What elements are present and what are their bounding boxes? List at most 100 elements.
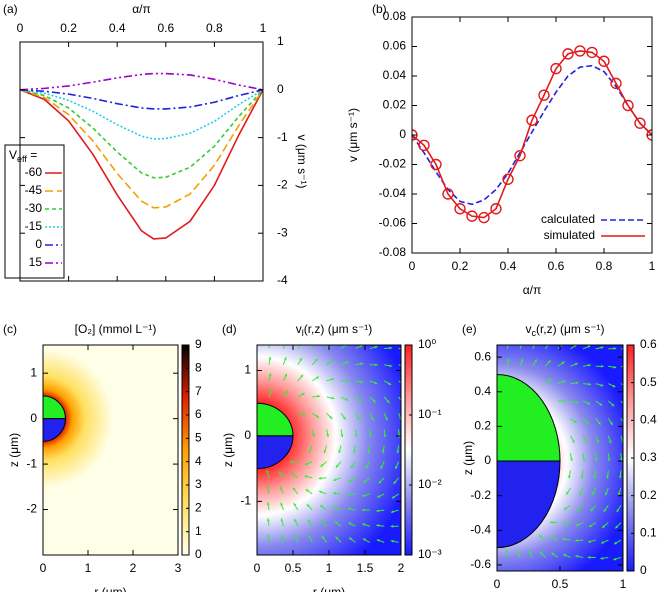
colorbar [405, 345, 412, 555]
y-tick-label: 0.2 [474, 419, 491, 433]
y-axis-label: z (μm) [7, 433, 21, 467]
y-tick-label: 0 [484, 453, 491, 467]
colorbar-tick-label: 9 [195, 337, 202, 351]
x-axis-label: r (μm) [313, 585, 345, 592]
x-tick-label: 1 [85, 561, 92, 575]
y-tick-label: 0.6 [474, 349, 491, 363]
y-tick-label: -0.06 [379, 216, 407, 230]
colorbar-tick-label: 3 [195, 477, 202, 491]
colorbar-tick-label: 4 [195, 454, 202, 468]
x-tick-label: 1.5 [357, 561, 374, 575]
x-tick-label: 0.2 [60, 21, 77, 35]
field-arrowhead [534, 342, 537, 345]
field-arrowhead [624, 404, 627, 407]
colorbar-tick-label: 10⁻¹ [418, 407, 442, 421]
y-tick-label: -3 [277, 225, 288, 239]
y-tick-label: 0.06 [383, 39, 407, 53]
series-line [20, 74, 263, 90]
colorbar-tick-label: 0.2 [640, 488, 657, 502]
y-tick-label: 1 [277, 34, 284, 48]
x-tick-label: 0.8 [596, 259, 613, 273]
y-tick-label: -4 [277, 273, 288, 287]
colorbar-tick-label: 0.5 [640, 375, 657, 389]
y-tick-label: -0.2 [470, 488, 491, 502]
colorbar-tick-label: 5 [195, 431, 202, 445]
x-tick-label: 1 [326, 561, 333, 575]
y-tick-label: -2 [277, 178, 288, 192]
y-tick-label: 0.08 [383, 9, 407, 23]
colorbar-tick-label: 10⁰ [418, 337, 436, 351]
y-tick-label: 0.04 [383, 68, 407, 82]
panel-label: (a) [3, 2, 18, 16]
colorbar-tick-label: 0 [640, 563, 647, 577]
y-tick-label: 0.02 [383, 98, 407, 112]
field [43, 345, 178, 555]
x-axis-label: α/π [523, 283, 542, 297]
panel-label: (e) [462, 322, 477, 336]
colorbar-tick-label: 2 [195, 501, 202, 515]
colorbar-tick-label: 0 [195, 547, 202, 561]
x-tick-label: 1 [649, 259, 656, 273]
x-tick-label: 0.6 [157, 21, 174, 35]
legend-label: -30 [25, 201, 43, 215]
x-tick-label: 0 [254, 561, 261, 575]
y-tick-label: -2 [26, 502, 37, 516]
y-axis-label: v (μm s⁻¹) [295, 135, 309, 189]
y-tick-label: -1 [277, 130, 288, 144]
x-tick-label: 2 [130, 561, 137, 575]
x-tick-label: 0.5 [552, 577, 569, 591]
x-tick-label: 2 [398, 561, 405, 575]
y-tick-label: -0.04 [379, 186, 407, 200]
y-axis-label: v (μm s⁻¹) [346, 108, 360, 162]
legend-title-main: V [9, 148, 17, 162]
x-tick-label: 0 [40, 561, 47, 575]
legend-label: -60 [25, 165, 43, 179]
y-tick-label: -1 [240, 494, 251, 508]
field-arrowhead [507, 341, 510, 344]
plot-frame [412, 17, 652, 253]
legend-label: calculated [541, 212, 595, 226]
legend-title-rest: = [27, 148, 37, 162]
x-tick-label: 0.4 [109, 21, 126, 35]
panel-title: vc(r,z) (μm s⁻¹) [525, 322, 604, 338]
colorbar-tick-label: 7 [195, 384, 202, 398]
legend-title-sub: eff [17, 154, 27, 164]
x-tick-label: 1 [260, 21, 267, 35]
title-rest: (r,z) (μm s⁻¹) [304, 322, 373, 336]
y-axis-label: z (μm) [221, 433, 235, 467]
y-tick-label: 0 [30, 411, 37, 425]
y-tick-label: 0 [399, 127, 406, 141]
colorbar-tick-label: 1 [195, 524, 202, 538]
series-line [412, 66, 652, 205]
legend-label: 0 [35, 237, 42, 251]
field-arrowhead [520, 341, 523, 344]
plot-area [43, 345, 178, 555]
x-axis-label: r (μm) [94, 585, 126, 592]
x-axis-label: α/π [132, 2, 151, 16]
panel-label: (d) [222, 322, 237, 336]
y-tick-label: -0.6 [470, 557, 491, 571]
field-arrowhead [283, 341, 286, 344]
field-arrowhead [299, 341, 302, 344]
panel-title: [O₂] (mmol L⁻¹) [75, 322, 157, 336]
y-tick-label: 0 [244, 428, 251, 442]
y-tick-label: 0.4 [474, 384, 491, 398]
x-tick-label: 0.2 [452, 259, 469, 273]
y-tick-label: 1 [244, 363, 251, 377]
x-tick-label: 3 [175, 561, 182, 575]
legend-label: 15 [29, 255, 43, 269]
x-tick-label: 0 [494, 577, 501, 591]
plot-area [497, 341, 629, 571]
x-tick-label: 1 [620, 577, 627, 591]
x-tick-label: 0.4 [500, 259, 517, 273]
colorbar-tick-label: 0.1 [640, 526, 657, 540]
legend-label: simulated [544, 228, 595, 242]
title-main: [O₂] (mmol L⁻¹) [75, 322, 157, 336]
y-tick-label: -0.02 [379, 157, 407, 171]
series-line [412, 51, 652, 218]
legend-label: -15 [25, 219, 43, 233]
field-arrowhead [268, 341, 271, 344]
y-tick-label: 0 [277, 82, 284, 96]
colorbar-tick-label: 0.6 [640, 337, 657, 351]
